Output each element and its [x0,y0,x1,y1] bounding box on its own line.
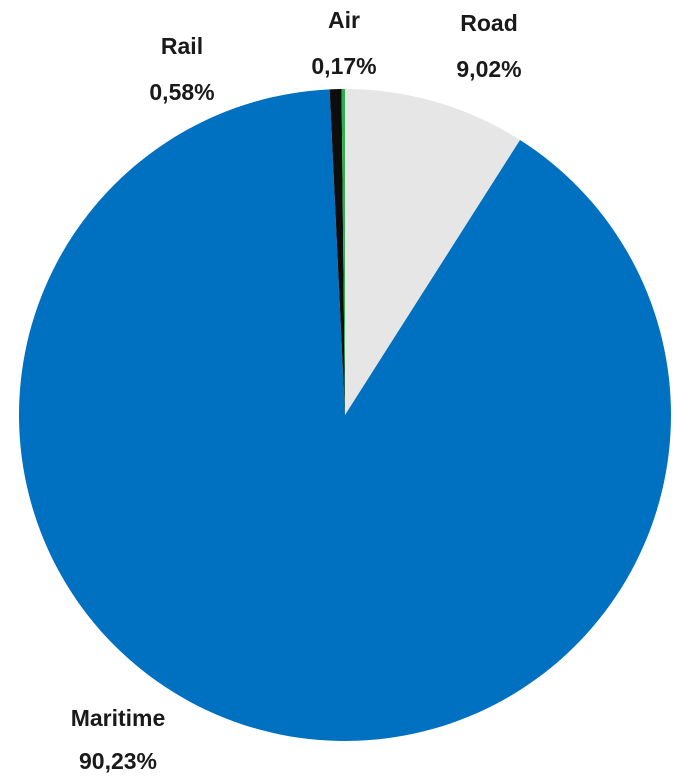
slice-maritime [18,89,671,741]
slice-road [345,89,521,415]
label-road-value: 9,02% [456,56,521,82]
slice-labels: Road 9,02% Maritime 90,23% Rail 0,58% Ai… [71,7,522,774]
label-road-name: Road [460,10,518,36]
label-rail-value: 0,58% [149,79,214,105]
label-maritime-value: 90,23% [79,748,157,774]
label-air-name: Air [328,7,360,33]
label-air-value: 0,17% [311,53,376,79]
pie-slices [18,89,671,741]
slice-air [341,89,345,415]
slice-rail [329,89,345,416]
label-rail-name: Rail [161,33,203,59]
label-maritime-name: Maritime [71,705,166,731]
